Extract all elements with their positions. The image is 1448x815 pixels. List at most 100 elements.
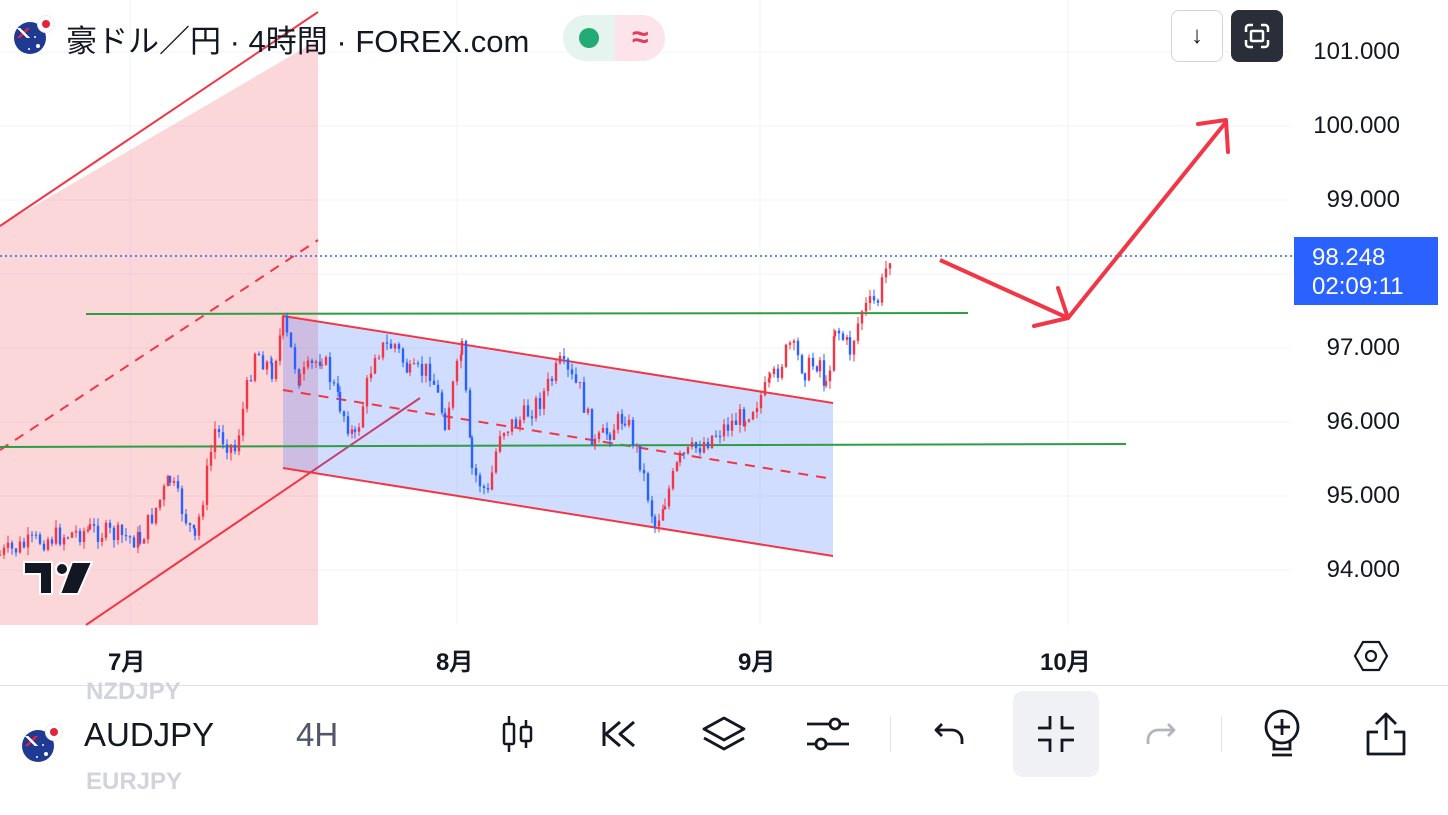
candle-body bbox=[558, 355, 562, 364]
candle-body bbox=[168, 476, 172, 483]
descending-channel-mid bbox=[282, 389, 834, 480]
candle-body bbox=[289, 332, 293, 348]
interval-selector[interactable]: 4H bbox=[296, 716, 339, 753]
candle-body bbox=[66, 537, 70, 539]
candle-body bbox=[86, 529, 90, 532]
candle-body bbox=[34, 534, 38, 536]
layers-icon bbox=[702, 716, 746, 751]
exit-fullscreen-button[interactable] bbox=[1013, 691, 1099, 777]
price-axis-label: 96.000 bbox=[1326, 408, 1400, 435]
candle-body bbox=[678, 452, 682, 463]
candle-body bbox=[698, 448, 702, 453]
candle-body bbox=[50, 539, 54, 544]
collapse-button[interactable]: ↓ bbox=[1171, 10, 1223, 62]
rising-channel-bottom bbox=[85, 397, 421, 626]
candle-body bbox=[310, 360, 314, 363]
candle-body bbox=[534, 398, 538, 419]
candle-body bbox=[751, 411, 755, 420]
candle-body bbox=[92, 524, 96, 526]
candle-body bbox=[180, 488, 184, 515]
candle-body bbox=[346, 416, 350, 434]
candle-body bbox=[361, 406, 365, 428]
candle-body bbox=[428, 363, 432, 381]
candle-body bbox=[815, 366, 819, 372]
candle-body bbox=[416, 363, 420, 365]
price-axis-label: 97.000 bbox=[1326, 334, 1400, 361]
candle-body bbox=[397, 344, 401, 349]
redo-button[interactable] bbox=[1130, 704, 1190, 764]
candle-body bbox=[342, 411, 346, 417]
candle-body bbox=[686, 446, 690, 454]
candle-body bbox=[150, 514, 154, 524]
candle-body bbox=[432, 380, 436, 385]
candle-body bbox=[338, 391, 342, 412]
candle-body bbox=[616, 413, 620, 430]
candle-body bbox=[494, 451, 498, 473]
candle-body bbox=[328, 357, 332, 383]
candle-body bbox=[30, 534, 34, 536]
candle-body bbox=[582, 381, 586, 413]
candle-body bbox=[324, 357, 328, 365]
candle-body bbox=[788, 342, 792, 345]
share-button[interactable] bbox=[1356, 704, 1416, 764]
candle-body bbox=[522, 405, 526, 420]
candle-body bbox=[293, 347, 297, 370]
candle-body bbox=[554, 363, 558, 381]
candle-body bbox=[661, 509, 665, 521]
candle-body bbox=[474, 468, 478, 476]
candle-body bbox=[627, 419, 631, 426]
axis-settings-icon[interactable] bbox=[1353, 638, 1389, 674]
candle-body bbox=[201, 504, 205, 517]
candle-body bbox=[763, 382, 767, 396]
fullscreen-button[interactable] bbox=[1231, 10, 1283, 62]
aud-jpy-flag-icon bbox=[14, 16, 54, 62]
candle-body bbox=[357, 427, 361, 432]
candle-body bbox=[657, 520, 661, 527]
candle-body bbox=[562, 355, 566, 360]
candle-body bbox=[14, 548, 18, 553]
candle-body bbox=[58, 527, 62, 545]
candle-body bbox=[837, 330, 841, 334]
candle-body bbox=[233, 444, 237, 452]
candle-body bbox=[332, 382, 336, 384]
symbol-title[interactable]: 豪ドル／円 · 4時間 · FOREX.com bbox=[66, 23, 530, 59]
projection-arrow-head bbox=[1196, 118, 1230, 154]
arrow-down-icon: ↓ bbox=[1191, 22, 1203, 49]
time-axis-label: 9月 bbox=[738, 649, 776, 676]
candle-body bbox=[0, 554, 2, 556]
add-alert-button[interactable] bbox=[1252, 704, 1312, 764]
candle-body bbox=[306, 360, 310, 368]
price-axis-label: 101.000 bbox=[1313, 38, 1400, 65]
layers-button[interactable] bbox=[694, 704, 754, 764]
settings-button[interactable] bbox=[798, 704, 858, 764]
descending-channel-bottom bbox=[282, 467, 834, 557]
market-status-pill[interactable]: ≈ bbox=[563, 15, 666, 61]
undo-button[interactable] bbox=[920, 704, 980, 764]
candle-body bbox=[393, 344, 397, 349]
chart-area[interactable]: 豪ドル／円 · 4時間 · FOREX.com ≈ ↓ 101.000 100.… bbox=[0, 0, 1448, 685]
support-level-line bbox=[0, 443, 1127, 448]
replay-button[interactable] bbox=[590, 704, 650, 764]
candle-body bbox=[490, 472, 494, 490]
candle-body bbox=[841, 333, 845, 340]
candle-body bbox=[848, 337, 852, 355]
candle-body bbox=[124, 535, 128, 537]
symbol-selector[interactable]: AUDJPY bbox=[84, 716, 215, 753]
chart-type-button[interactable] bbox=[488, 704, 548, 764]
candle-body bbox=[601, 428, 605, 433]
candle-body bbox=[743, 421, 747, 427]
price-chart[interactable] bbox=[0, 0, 1448, 685]
candle-body bbox=[675, 462, 679, 471]
candle-body bbox=[369, 373, 373, 379]
candle-body bbox=[241, 408, 245, 436]
candle-body bbox=[872, 296, 876, 301]
candle-body bbox=[314, 361, 318, 363]
candle-body bbox=[772, 368, 776, 375]
projection-arrow-dip-head bbox=[1032, 286, 1070, 328]
candle-body bbox=[447, 407, 451, 430]
candle-body bbox=[730, 420, 734, 431]
candle-body bbox=[768, 374, 772, 379]
candle-body bbox=[860, 311, 864, 324]
candle-body bbox=[455, 360, 459, 382]
candle-body bbox=[864, 302, 868, 312]
